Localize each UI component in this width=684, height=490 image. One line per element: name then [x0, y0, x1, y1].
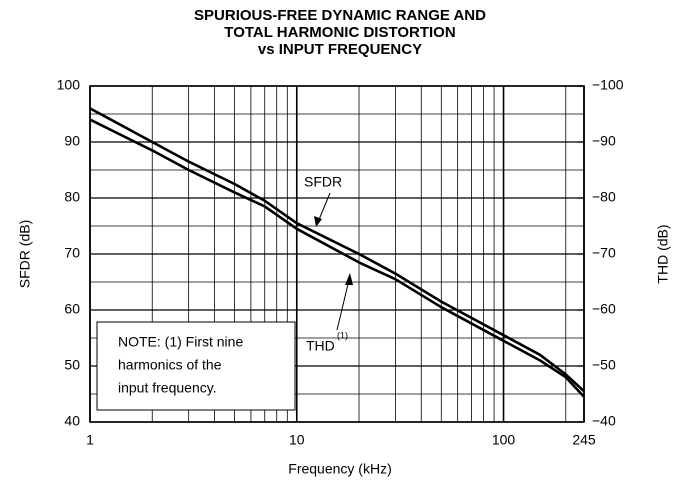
sfdr-annotation: SFDR: [304, 174, 342, 190]
y2-tick-label: −60: [592, 301, 616, 317]
y-tick-label: 40: [64, 413, 80, 429]
note-text: input frequency.: [118, 380, 217, 396]
y2-tick-label: −50: [592, 357, 616, 373]
y-axis-label: SFDR (dB): [17, 220, 33, 288]
series-line: [89, 118, 585, 398]
x-axis-label: Frequency (kHz): [288, 461, 391, 477]
y-tick-label: 90: [64, 133, 80, 149]
chart-title: SPURIOUS-FREE DYNAMIC RANGE AND: [194, 7, 486, 24]
x-tick-label: 245: [572, 432, 596, 448]
series-line: [89, 107, 585, 393]
y-tick-label: 70: [64, 245, 80, 261]
y2-tick-label: −80: [592, 189, 616, 205]
y-tick-label: 60: [64, 301, 80, 317]
arrow: [317, 192, 331, 223]
note-box: [96, 321, 296, 411]
thd-superscript: (1): [337, 330, 348, 340]
x-tick-label: 100: [492, 432, 516, 448]
y2-axis-label: THD (dB): [655, 224, 671, 283]
y-tick-label: 100: [57, 77, 81, 93]
chart-title: TOTAL HARMONIC DISTORTION: [224, 24, 455, 41]
y2-tick-label: −70: [592, 245, 616, 261]
arrow: [336, 279, 350, 331]
y-tick-label: 50: [64, 357, 80, 373]
x-tick-label: 10: [289, 432, 305, 448]
note-text: NOTE: (1) First nine: [118, 334, 243, 350]
note-text: harmonics of the: [118, 357, 222, 373]
arrowhead: [314, 216, 322, 227]
y2-tick-label: −40: [592, 413, 616, 429]
x-tick-label: 1: [86, 432, 94, 448]
y-tick-label: 80: [64, 189, 80, 205]
y2-tick-label: −90: [592, 133, 616, 149]
y2-tick-label: −100: [592, 77, 624, 93]
plot-frame: [89, 85, 585, 423]
thd-annotation: THD: [306, 338, 335, 354]
arrowhead: [345, 273, 353, 285]
chart-title: vs INPUT FREQUENCY: [258, 41, 422, 58]
